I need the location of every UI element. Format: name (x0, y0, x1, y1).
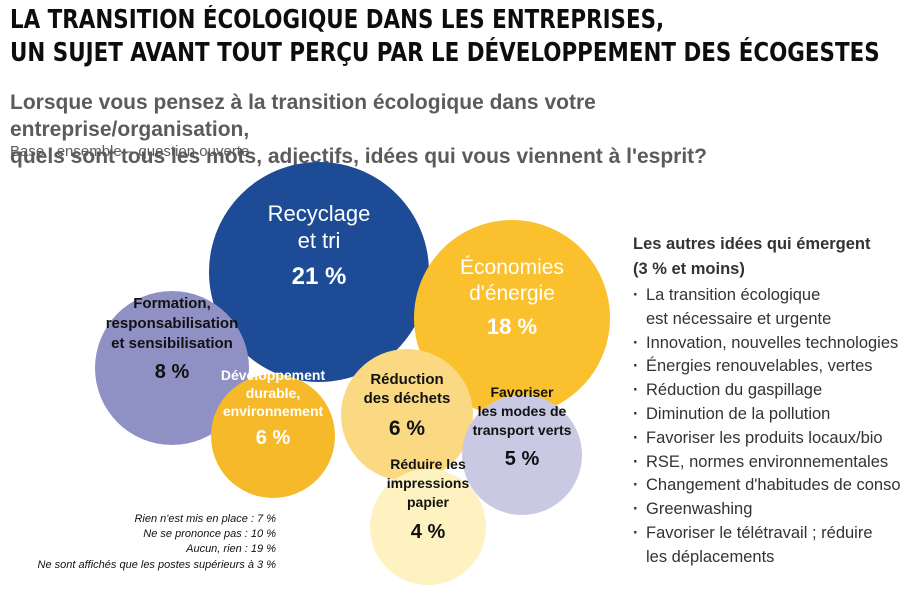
chart-title: LA TRANSITION ÉCOLOGIQUE DANS LES ENTREP… (10, 4, 880, 70)
title-line-2: UN SUJET AVANT TOUT PERÇU PAR LE DÉVELOP… (10, 38, 880, 68)
other-idea-item: Réduction du gaspillage (633, 379, 913, 403)
other-ideas-title: Les autres idées qui émergent (3 % et mo… (633, 232, 913, 282)
bubble-6: Favoriser les modes de transport verts 5 % (462, 384, 582, 515)
bubble-label: Formation, (133, 295, 211, 312)
other-idea-line: RSE, normes environnementales (646, 452, 889, 471)
bubble-value: 6 % (256, 427, 291, 449)
bubble-7: Réduire les impressions papier 4 % (370, 456, 486, 585)
bubble-label: transport verts (473, 422, 572, 438)
bubble-label: durable, (246, 385, 300, 401)
bubble-label: responsabilisation (106, 315, 239, 332)
other-idea-item: La transition écologique est nécessaire e… (633, 284, 913, 332)
other-ideas-title-line-1: Les autres idées qui émergent (633, 235, 871, 253)
other-idea-item: Énergies renouvelables, vertes (633, 355, 913, 379)
bubble-circle (370, 469, 486, 585)
other-idea-line: Innovation, nouvelles technologies (646, 333, 899, 352)
bubble-circle (341, 349, 473, 481)
bubble-label: environnement (223, 403, 324, 419)
bubble-circle (462, 395, 582, 515)
bubble-label: d'énergie (469, 282, 555, 305)
bubble-4: Développement durable, environnement 6 % (211, 367, 335, 498)
bubble-circle (95, 291, 249, 445)
other-idea-line: Favoriser les produits locaux/bio (646, 428, 883, 447)
other-idea-line: Diminution de la pollution (646, 404, 831, 423)
other-idea-item: RSE, normes environnementales (633, 451, 913, 475)
bubble-circle (209, 162, 429, 382)
footnote-line: Aucun, rien : 19 % (186, 543, 276, 556)
bubble-label: des déchets (364, 390, 451, 407)
question-line-2: quels sont tous les mots, adjectifs, idé… (10, 145, 707, 168)
title-line-1: LA TRANSITION ÉCOLOGIQUE DANS LES ENTREP… (10, 5, 665, 35)
bubble-value: 21 % (292, 263, 347, 290)
survey-question: Lorsque vous pensez à la transition écol… (10, 89, 810, 170)
bubble-label: impressions (387, 475, 470, 491)
other-idea-line: Énergies renouvelables, vertes (646, 357, 873, 376)
base-note: Base : ensemble – question ouverte (10, 143, 250, 160)
other-idea-item: Greenwashing (633, 498, 913, 522)
bubble-label: les modes de (478, 403, 567, 419)
bubble-value: 8 % (155, 361, 190, 383)
bubble-label: et sensibilisation (111, 335, 233, 352)
other-idea-line: Greenwashing (646, 500, 753, 519)
bubble-label: et tri (298, 228, 341, 253)
other-idea-item: Diminution de la pollution (633, 403, 913, 427)
bubble-label: Développement (221, 367, 326, 383)
bubble-3: Formation, responsabilisation et sensibili… (95, 291, 249, 445)
other-ideas-panel: Les autres idées qui émergent (3 % et mo… (633, 232, 913, 570)
footnotes: Rien n'est mis en place : 7 % Ne se prono… (38, 512, 276, 573)
question-line-1: Lorsque vous pensez à la transition écol… (10, 91, 596, 141)
bubble-2: Économies d'énergie 18 % (414, 220, 610, 416)
bubble-label: Réduire les (390, 456, 466, 472)
other-idea-line: les déplacements (646, 547, 775, 566)
bubble-label: Économies (460, 256, 564, 279)
bubble-label: papier (407, 494, 450, 510)
other-idea-line: Réduction du gaspillage (646, 381, 823, 400)
other-ideas-title-line-2: (3 % et moins) (633, 260, 745, 278)
other-idea-line: Changement d'habitudes de conso (646, 476, 901, 495)
other-idea-line: La transition écologique (646, 286, 821, 304)
other-idea-item: Favoriser les produits locaux/bio (633, 427, 913, 451)
bubble-value: 18 % (487, 314, 537, 339)
other-idea-item: Favoriser le télétravail ; réduire les dé… (633, 522, 913, 570)
bubble-label: Recyclage (268, 201, 371, 226)
bubble-label: Favoriser (490, 384, 554, 400)
other-idea-item: Changement d'habitudes de conso (633, 474, 913, 498)
other-ideas-list: La transition écologique est nécessaire e… (633, 284, 913, 570)
footnote-line: Rien n'est mis en place : 7 % (134, 513, 276, 525)
bubble-circle (414, 220, 610, 416)
bubble-value: 6 % (389, 417, 426, 440)
other-idea-line: est nécessaire et urgente (646, 309, 832, 328)
bubble-value: 5 % (505, 448, 540, 470)
other-idea-item: Innovation, nouvelles technologies (633, 332, 913, 356)
bubble-circle (211, 374, 335, 498)
bubble-value: 4 % (411, 521, 446, 543)
footnote-line: Ne sont affichés que les postes supérieu… (37, 558, 276, 571)
footnote-line: Ne se prononce pas : 10 % (143, 528, 276, 541)
bubble-5: Réduction des déchets 6 % (341, 349, 473, 481)
other-idea-line: Favoriser le télétravail ; réduire (646, 523, 873, 542)
bubble-label: Réduction (370, 371, 443, 388)
